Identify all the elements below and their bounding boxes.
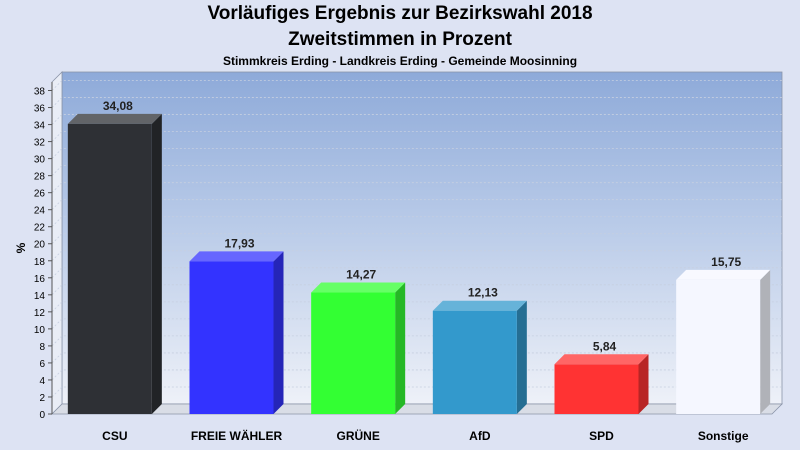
gridline [51,148,782,159]
gridline [51,301,782,313]
bar-side [638,354,649,414]
data-label: 14,27 [346,268,376,282]
bar [67,123,152,414]
gridline [51,267,782,279]
x-tick-label: Sonstige [698,429,749,443]
bar-side [151,113,162,414]
y-tick-label: 12 [34,308,46,319]
y-tick-label: 10 [34,325,46,336]
data-label: 17,93 [224,236,254,250]
y-tick-label: 24 [34,206,46,217]
gridline [51,335,782,347]
chart-title: Vorläufiges Ergebnis zur Bezirkswahl 201… [207,3,593,24]
y-tick-label: 38 [34,87,46,98]
y-tick-label: 28 [34,172,46,183]
gridline [51,318,782,330]
gridline [51,199,782,210]
bar-top [676,269,771,280]
gridline [51,352,782,364]
y-tick-label: 0 [39,410,45,421]
y-tick-label: 22 [34,223,46,234]
bar [676,279,761,414]
y-tick-label: 4 [39,376,45,387]
bar-top [189,251,284,262]
bar [311,292,396,414]
gridline [51,386,782,398]
gridline [51,165,782,176]
bar-side [760,269,771,414]
y-tick-label: 36 [34,104,46,115]
chart-caption: Stimmkreis Erding - Landkreis Erding - G… [222,54,578,68]
y-tick-label: 2 [39,393,45,404]
x-tick-label: CSU [102,429,127,443]
bar [432,310,517,414]
x-tick-label: AfD [469,429,491,443]
x-tick-label: GRÜNE [336,428,379,443]
x-tick-label: FREIE WÄHLER [191,428,283,443]
y-tick-label: 6 [39,359,45,370]
bar [189,261,274,414]
y-tick-label: 16 [34,274,46,285]
y-tick-label: 32 [34,138,46,149]
gridline [51,114,782,125]
y-tick-label: 14 [34,291,46,302]
bar-side [395,282,406,414]
gridline [51,233,782,245]
bar-side [273,251,284,414]
y-tick-label: 20 [34,240,46,251]
gridline [51,369,782,381]
plot-floor [51,403,783,415]
chart-subtitle: Zweitstimmen in Prozent [288,29,512,50]
gridline [51,284,782,296]
bar-top [311,282,406,293]
y-tick-label: 8 [39,342,45,353]
data-label: 34,08 [103,99,133,113]
y-tick-label: 26 [34,189,46,200]
gridline [51,131,782,142]
bar-top [554,354,649,365]
gridline [51,80,782,91]
gridline [51,182,782,193]
gridline [51,250,782,262]
data-label: 12,13 [468,286,498,300]
bar-top [67,113,162,124]
gridline [51,97,782,108]
y-tick-label: 18 [34,257,46,268]
x-tick-label: SPD [589,429,614,443]
plot-background [61,71,783,405]
y-tick-label: 30 [34,155,46,166]
bar [554,364,639,414]
data-label: 15,75 [711,255,741,269]
y-tick-label: 34 [34,121,46,132]
bar-top [432,300,527,311]
data-label: 5,84 [593,339,617,353]
gridline [51,216,782,228]
y-axis-label: % [14,242,28,253]
bar-side [516,300,527,414]
